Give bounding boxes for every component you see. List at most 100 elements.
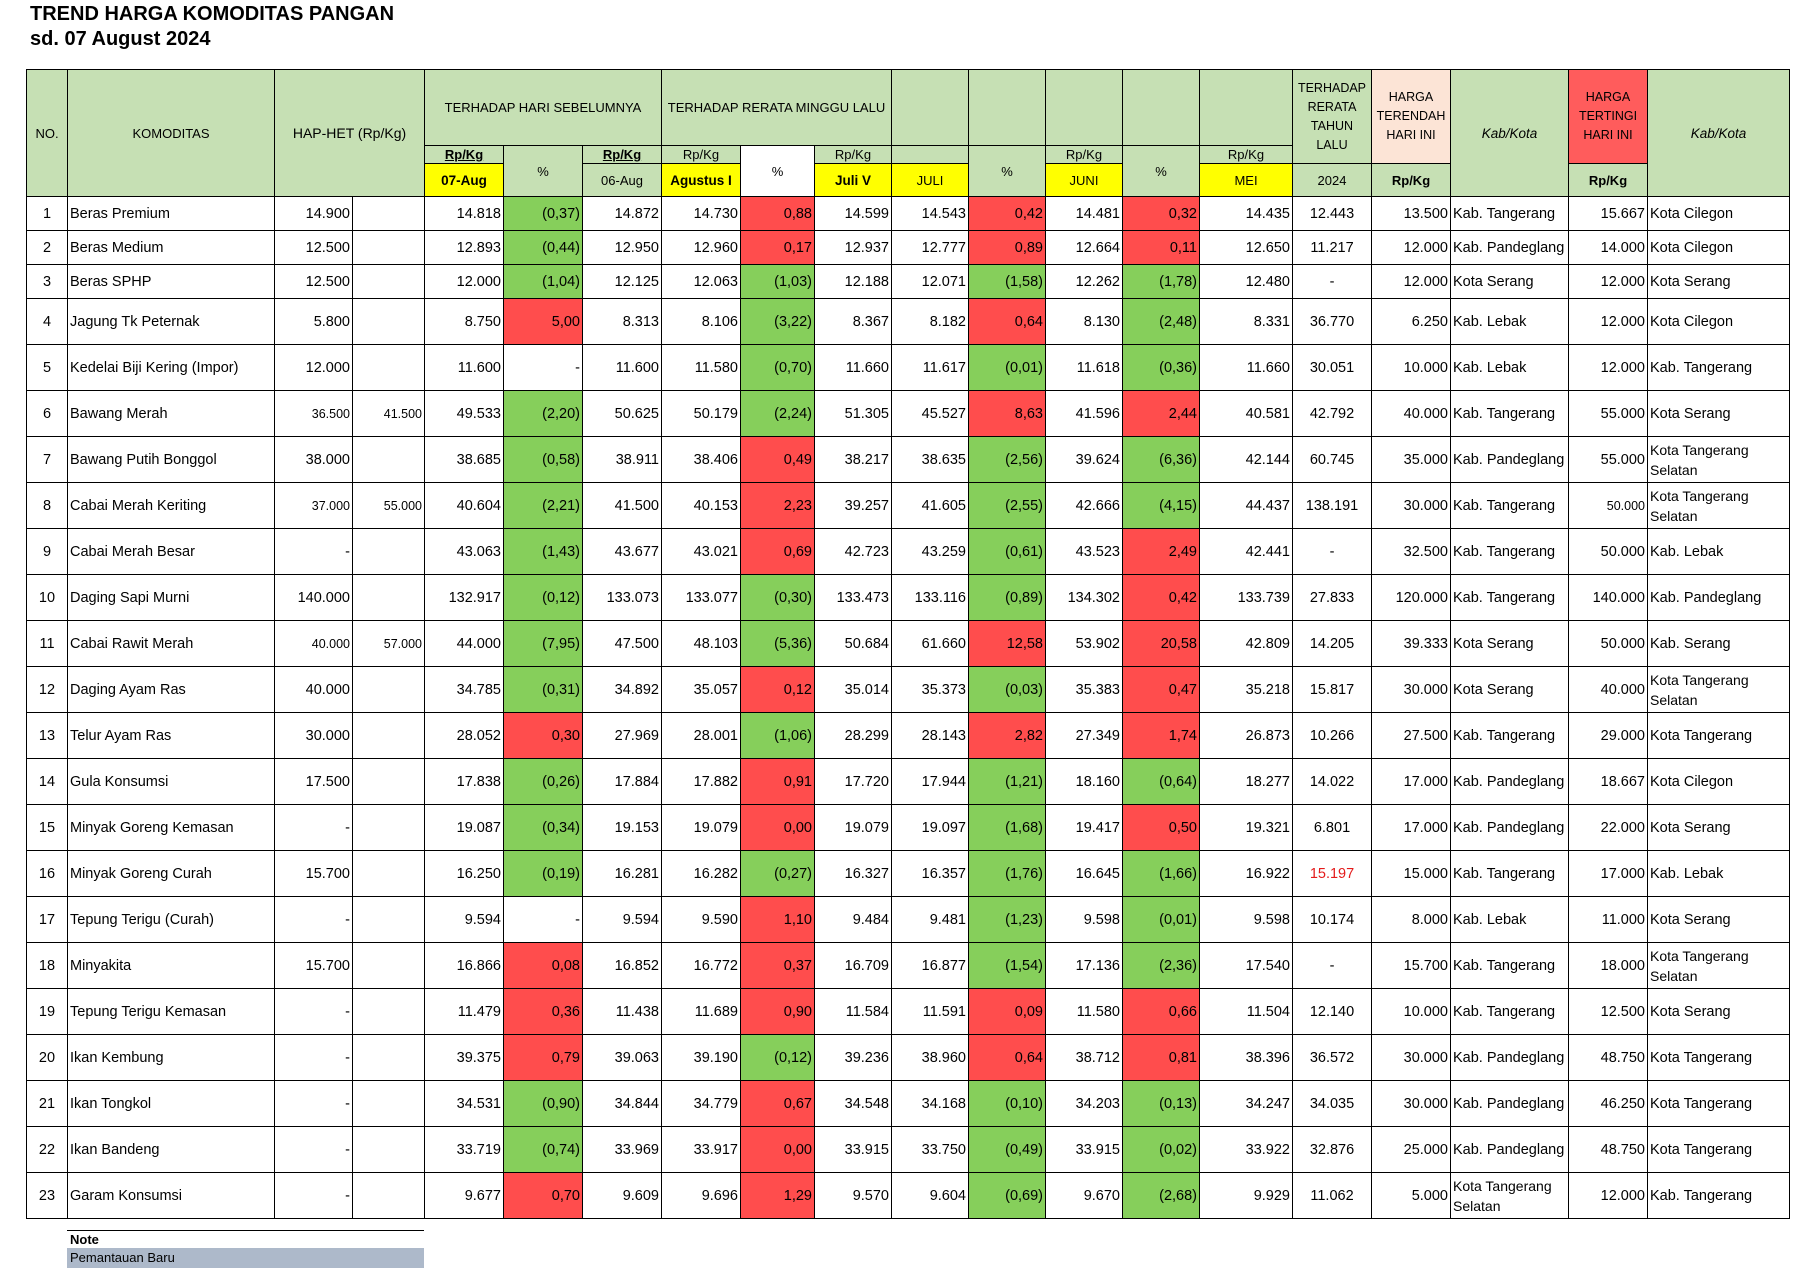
price-juli-v: 14.599 xyxy=(814,196,892,231)
price-juni: 19.417 xyxy=(1045,804,1123,851)
row-number: 8 xyxy=(26,482,68,529)
price-juli-v: 33.915 xyxy=(814,1126,892,1173)
price-06aug: 17.884 xyxy=(582,758,662,805)
pct-daily: (0,58) xyxy=(503,436,583,483)
price-07aug: 39.375 xyxy=(424,1034,504,1081)
price-07aug: 11.600 xyxy=(424,344,504,391)
pct-juli: (0,10) xyxy=(968,1080,1046,1127)
pct-juli: (0,49) xyxy=(968,1126,1046,1173)
pct-weekly: 1,10 xyxy=(740,896,815,943)
price-mei: 42.441 xyxy=(1199,528,1293,575)
commodity-name: Ikan Bandeng xyxy=(67,1126,275,1173)
header-harga-terendah: HARGA TERENDAH HARI INI xyxy=(1371,69,1451,164)
highest-kabkota: Kota Serang xyxy=(1647,804,1790,851)
price-agustus-i: 40.153 xyxy=(661,482,741,529)
price-juli-v: 42.723 xyxy=(814,528,892,575)
price-juli: 41.605 xyxy=(891,482,969,529)
price-07aug: 9.594 xyxy=(424,896,504,943)
row-number: 16 xyxy=(26,850,68,897)
price-07aug: 12.893 xyxy=(424,230,504,265)
price-2024: 30.051 xyxy=(1292,344,1372,391)
highest-kabkota: Kota Tangerang xyxy=(1647,1080,1790,1127)
header-mei: MEI xyxy=(1199,163,1293,197)
table-row: 21 Ikan Tongkol - 34.531 (0,90) 34.844 34.779 0… xyxy=(26,1080,1790,1127)
commodity-name: Kedelai Biji Kering (Impor) xyxy=(67,344,275,391)
price-juli: 8.182 xyxy=(891,298,969,345)
commodity-name: Beras Medium xyxy=(67,230,275,265)
hap-value: 17.500 xyxy=(274,758,353,805)
table-row: 8 Cabai Merah Keriting 37.000 55.000 40.604(… xyxy=(26,482,1790,529)
row-number: 6 xyxy=(26,390,68,437)
highest-kabkota: Kab. Pandeglang xyxy=(1647,574,1790,621)
commodity-name: Cabai Merah Keriting xyxy=(67,482,275,529)
price-mei: 9.929 xyxy=(1199,1172,1293,1219)
report-date: sd. 07 August 2024 xyxy=(30,28,211,50)
header-juli: JULI xyxy=(891,163,969,197)
header-blank-6 xyxy=(891,145,969,164)
row-number: 19 xyxy=(26,988,68,1035)
header-agustus-i: Agustus I xyxy=(661,163,741,197)
price-mei: 16.922 xyxy=(1199,850,1293,897)
lowest-kabkota: Kab. Tangerang xyxy=(1450,196,1569,231)
table-row: 16 Minyak Goreng Curah 15.700 16.250 (0,19) 1… xyxy=(26,850,1790,897)
pct-daily: (0,31) xyxy=(503,666,583,713)
lowest-kabkota: Kab. Tangerang xyxy=(1450,390,1569,437)
price-07aug: 33.719 xyxy=(424,1126,504,1173)
price-2024: 34.035 xyxy=(1292,1080,1372,1127)
lowest-kabkota: Kab. Lebak xyxy=(1450,344,1569,391)
highest-kabkota: Kab. Serang xyxy=(1647,620,1790,667)
pct-weekly: (1,06) xyxy=(740,712,815,759)
row-number: 17 xyxy=(26,896,68,943)
hap-value: 14.900 xyxy=(274,196,353,231)
het-value: 55.000 xyxy=(352,482,425,529)
pct-juli: 2,82 xyxy=(968,712,1046,759)
row-number: 23 xyxy=(26,1172,68,1219)
highest-price: 22.000 xyxy=(1568,804,1648,851)
het-value xyxy=(352,942,425,989)
table-row: 14 Gula Konsumsi 17.500 17.838 (0,26) 17.884 1… xyxy=(26,758,1790,805)
commodity-name: Minyakita xyxy=(67,942,275,989)
pct-daily: (0,26) xyxy=(503,758,583,805)
pct-weekly: (0,70) xyxy=(740,344,815,391)
row-number: 1 xyxy=(26,196,68,231)
price-06aug: 12.950 xyxy=(582,230,662,265)
pct-juni: 2,44 xyxy=(1122,390,1200,437)
price-juni: 134.302 xyxy=(1045,574,1123,621)
row-number: 4 xyxy=(26,298,68,345)
price-06aug: 27.969 xyxy=(582,712,662,759)
price-06aug: 9.609 xyxy=(582,1172,662,1219)
pct-weekly: 0,00 xyxy=(740,1126,815,1173)
price-2024: 6.801 xyxy=(1292,804,1372,851)
pct-juni: (6,36) xyxy=(1122,436,1200,483)
pct-weekly: (0,27) xyxy=(740,850,815,897)
note-new-monitoring: Pemantauan Baru xyxy=(67,1248,424,1268)
header-date-07aug: 07-Aug xyxy=(424,163,504,197)
price-agustus-i: 17.882 xyxy=(661,758,741,805)
header-blank-2 xyxy=(968,69,1046,146)
highest-price: 12.000 xyxy=(1568,264,1648,299)
table-row: 4 Jagung Tk Peternak 5.800 8.750 5,00 8.313 8.… xyxy=(26,298,1790,345)
highest-price: 48.750 xyxy=(1568,1126,1648,1173)
price-2024: 42.792 xyxy=(1292,390,1372,437)
price-mei: 11.660 xyxy=(1199,344,1293,391)
pct-weekly: 0,49 xyxy=(740,436,815,483)
hap-value: - xyxy=(274,1172,353,1219)
lowest-price: 39.333 xyxy=(1371,620,1451,667)
pct-juli: 0,89 xyxy=(968,230,1046,265)
highest-kabkota: Kab. Tangerang xyxy=(1647,1172,1790,1219)
pct-daily: 0,36 xyxy=(503,988,583,1035)
het-value xyxy=(352,528,425,575)
pct-weekly: (1,03) xyxy=(740,264,815,299)
commodity-name: Beras SPHP xyxy=(67,264,275,299)
pct-weekly: 0,67 xyxy=(740,1080,815,1127)
lowest-kabkota: Kab. Lebak xyxy=(1450,896,1569,943)
note-section: Note xyxy=(67,1230,271,1249)
commodity-name: Ikan Tongkol xyxy=(67,1080,275,1127)
row-number: 10 xyxy=(26,574,68,621)
highest-price: 17.000 xyxy=(1568,850,1648,897)
hap-value: 30.000 xyxy=(274,712,353,759)
table-row: 18 Minyakita 15.700 16.866 0,08 16.852 16.772 0… xyxy=(26,942,1790,989)
table-row: 13 Telur Ayam Ras 30.000 28.052 0,30 27.969 28… xyxy=(26,712,1790,759)
lowest-price: 40.000 xyxy=(1371,390,1451,437)
pct-daily: (0,19) xyxy=(503,850,583,897)
